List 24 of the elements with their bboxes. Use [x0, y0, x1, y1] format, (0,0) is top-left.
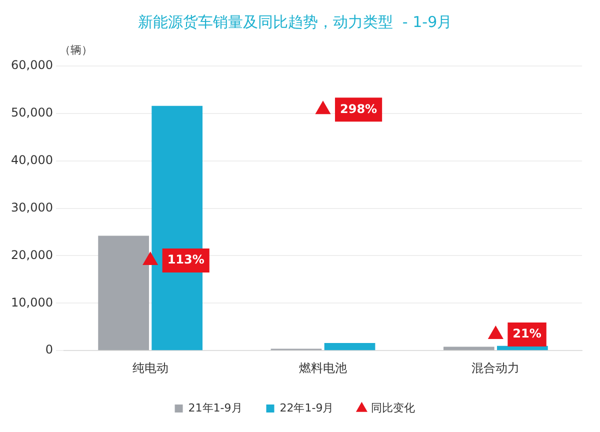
x-tick-label: 燃料电池 — [298, 360, 347, 375]
point — [142, 252, 158, 265]
legend-label: 22年1-9月 — [280, 401, 334, 414]
annotation: 113% — [167, 252, 204, 267]
y-axis-title: （辆） — [59, 43, 92, 56]
point — [488, 326, 504, 339]
y-tick-label: 10,000 — [10, 295, 53, 310]
legend-label: 21年1-9月 — [188, 401, 242, 414]
bar — [443, 346, 494, 350]
bar — [324, 343, 376, 350]
y-tick-label: 50,000 — [10, 106, 53, 120]
annotation: 21% — [512, 326, 542, 341]
y-tick-label: 40,000 — [10, 152, 53, 167]
point — [316, 101, 330, 114]
chart-title: 新能源货车销量及同比趋势，动力类型 - 1-9月 — [138, 12, 452, 31]
annotation: 298% — [340, 102, 378, 116]
bar — [98, 236, 149, 350]
legend-label: 同比变化 — [371, 401, 416, 414]
y-tick-label: 20,000 — [10, 248, 53, 262]
x-tick-label: 纯电动 — [132, 360, 168, 375]
y-tick-label: 60,000 — [10, 58, 53, 72]
x-tick-label: 混合动力 — [472, 360, 520, 375]
y-tick-label: 30,000 — [10, 200, 53, 214]
y-tick-label: 0 — [45, 342, 53, 357]
